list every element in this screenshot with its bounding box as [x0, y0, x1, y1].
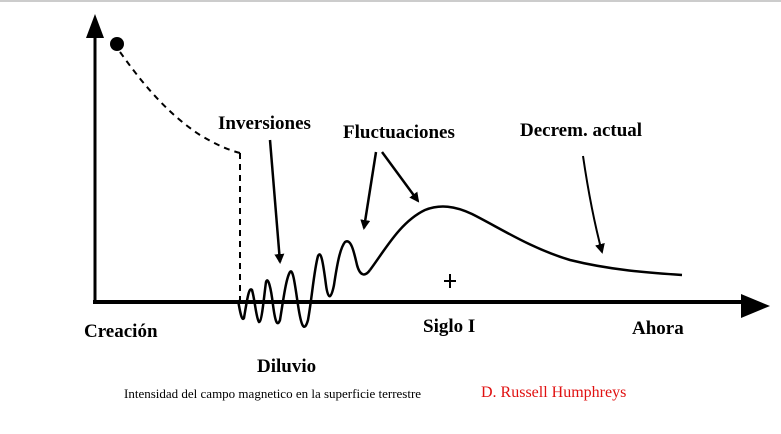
inversiones-arrow [268, 139, 285, 264]
decrem-arrow [582, 155, 605, 254]
y-axis-arrowhead [86, 14, 104, 38]
fluctuaciones-arrow-left [360, 151, 378, 230]
reversals-oscillation [236, 240, 372, 328]
author: D. Russell Humphreys [481, 384, 627, 401]
x-axis-arrowhead [741, 294, 770, 318]
label-ahora: Ahora [632, 318, 684, 339]
label-creacion: Creación [84, 321, 158, 342]
fluctuations-and-decay-curve [368, 205, 683, 277]
label-diluvio: Diluvio [257, 356, 317, 377]
creation-dot [110, 37, 124, 51]
label-siglo: Siglo I [423, 316, 476, 337]
creation-decay-dashed [119, 51, 241, 154]
label-fluctuaciones: Fluctuaciones [343, 122, 455, 143]
label-inversiones: Inversiones [218, 113, 311, 134]
caption: Intensidad del campo magnetico en la sup… [124, 386, 422, 401]
fluctuaciones-arrow-right [380, 151, 420, 203]
label-decremento: Decrem. actual [520, 120, 643, 141]
